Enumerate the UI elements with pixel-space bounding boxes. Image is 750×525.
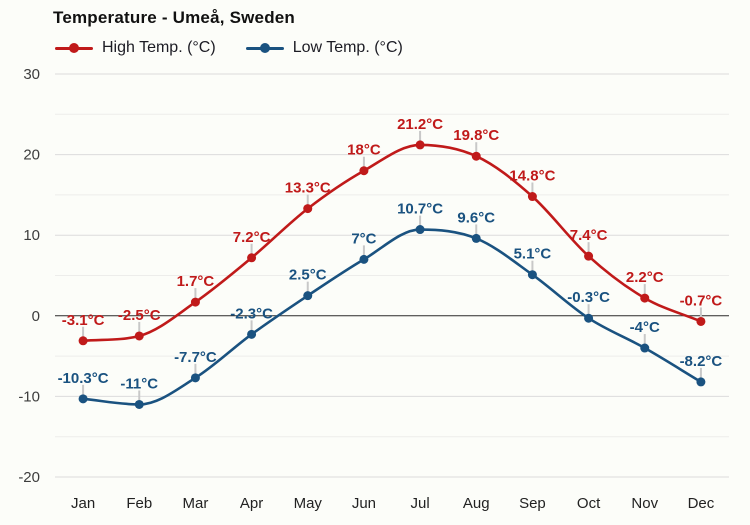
low-data-point-marker [78,394,88,404]
legend-item-low-temp[interactable]: Low Temp. (°C) [245,39,403,57]
y-tick-label: 30 [23,66,40,83]
y-tick-label: 0 [32,308,40,325]
high-data-point-marker [527,192,537,202]
high-data-point-label: 1.7°C [177,273,215,290]
high-data-point-label: 2.2°C [626,269,664,286]
low-data-point-label: -0.3°C [567,289,610,306]
x-tick-label: Sep [519,495,546,512]
low-data-point-marker [190,373,200,383]
y-tick-label: 10 [23,227,40,244]
x-tick-label: Jun [352,495,376,512]
low-data-point-label: -10.3°C [58,370,109,387]
high-data-point-marker [134,331,144,341]
high-data-point-marker [640,293,650,303]
high-series-swatch-icon [55,46,93,50]
high-data-point-label: 14.8°C [509,168,555,185]
high-data-point-marker [247,253,257,263]
low-data-point-marker [415,225,425,235]
low-data-point-label: 5.1°C [514,246,552,263]
low-series-swatch-icon [245,46,284,50]
x-tick-label: Nov [631,495,658,512]
minor-gridlines [55,113,729,438]
x-tick-label: May [294,495,323,512]
low-data-point-marker [134,399,144,409]
y-tick-label: -10 [18,388,40,405]
x-tick-label: Dec [688,495,715,512]
legend-label-high-temp: High Temp. (°C) [102,39,216,56]
high-data-point-label: -2.5°C [118,307,161,324]
high-data-point-label: 13.3°C [285,180,331,197]
high-data-point-label: 18°C [347,142,381,159]
x-tick-label: Mar [182,495,208,512]
high-data-point-label: -0.7°C [680,292,723,309]
low-data-point-marker [471,233,481,243]
low-data-point-marker [359,254,369,264]
low-data-point-label: 9.6°C [457,209,495,226]
high-data-point-label: 21.2°C [397,116,443,133]
x-tick-label: Aug [463,495,490,512]
chart-title: Temperature - Umeå, Sweden [53,8,296,27]
y-tick-label: 20 [23,147,40,164]
high-data-point-marker [415,140,425,150]
low-data-point-label: -7.7°C [174,349,217,366]
high-data-point-label: -3.1°C [62,312,105,329]
low-temp-series: -10.3°C -11°C -7.7°C -2.3°C 2.5°C 7°C 10.7°C 9.… [58,201,723,409]
low-data-point-label: -4°C [630,319,660,336]
low-data-point-label: -11°C [120,375,158,392]
low-data-point-label: 10.7°C [397,201,443,218]
low-data-point-label: 7°C [351,230,376,247]
high-series-line [81,143,703,343]
low-data-point-label: -8.2°C [680,353,723,370]
low-data-point-marker [696,377,706,387]
high-data-point-marker [190,297,200,307]
high-data-point-label: 7.4°C [570,227,608,244]
high-data-point-label: 19.8°C [453,127,499,144]
low-data-point-marker [247,329,257,339]
low-data-point-marker [303,291,313,301]
y-tick-label: -20 [18,469,40,486]
high-data-point-marker [696,316,706,326]
low-data-point-label: -2.3°C [230,305,273,322]
high-data-point-marker [584,251,594,261]
legend-item-high-temp[interactable]: High Temp. (°C) [55,39,216,57]
high-data-point-marker [303,204,313,214]
low-data-point-marker [640,343,650,353]
low-data-point-marker [584,313,594,323]
high-data-point-label: 7.2°C [233,229,271,246]
high-data-point-marker [471,151,481,161]
x-tick-label: Apr [240,495,263,512]
high-data-point-marker [78,336,88,346]
high-temp-series: -3.1°C -2.5°C 1.7°C 7.2°C 13.3°C 18°C 21.2°C 19… [62,116,723,346]
x-tick-label: Feb [126,495,152,512]
low-data-point-marker [527,270,537,280]
legend-label-low-temp: Low Temp. (°C) [292,39,403,56]
high-data-point-marker [359,166,369,176]
x-tick-label: Jul [410,495,429,512]
low-data-point-label: 2.5°C [289,267,327,284]
legend: High Temp. (°C) Low Temp. (°C) [55,38,403,58]
x-axis-labels: Jan Feb Mar Apr May Jun Jul Aug Sep Oct Nov Dec [71,495,715,512]
x-tick-label: Oct [577,495,601,512]
x-tick-label: Jan [71,495,95,512]
